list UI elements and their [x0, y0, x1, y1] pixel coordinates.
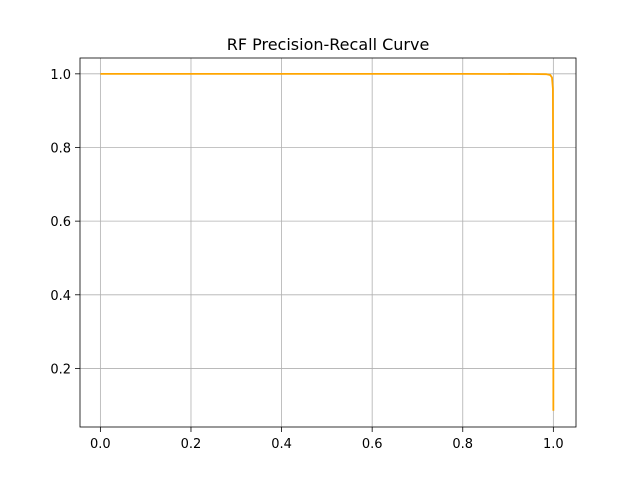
y-tick-label: 1.0 [50, 68, 71, 83]
y-tick-label: 0.2 [50, 362, 71, 377]
y-tick-label: 0.4 [50, 289, 71, 304]
plot-frame [79, 57, 577, 428]
x-tick-label: 0.6 [362, 437, 383, 452]
x-tick-label: 0.4 [271, 437, 292, 452]
axis-ticks: 0.0 0.2 0.4 0.6 0.8 1.0 0.2 0.4 0.6 0.8 1.0 [50, 68, 563, 452]
x-tick-label: 0.8 [452, 437, 473, 452]
chart-title: RF Precision-Recall Curve [227, 35, 430, 54]
y-tick-label: 0.8 [50, 141, 71, 156]
x-tick-label: 0.0 [90, 437, 111, 452]
grid-lines [80, 58, 576, 427]
y-tick-label: 0.6 [50, 215, 71, 230]
x-tick-label: 0.2 [181, 437, 202, 452]
series-layer [100, 72, 555, 411]
x-tick-label: 1.0 [543, 437, 564, 452]
pr-curve-line [100, 72, 555, 411]
